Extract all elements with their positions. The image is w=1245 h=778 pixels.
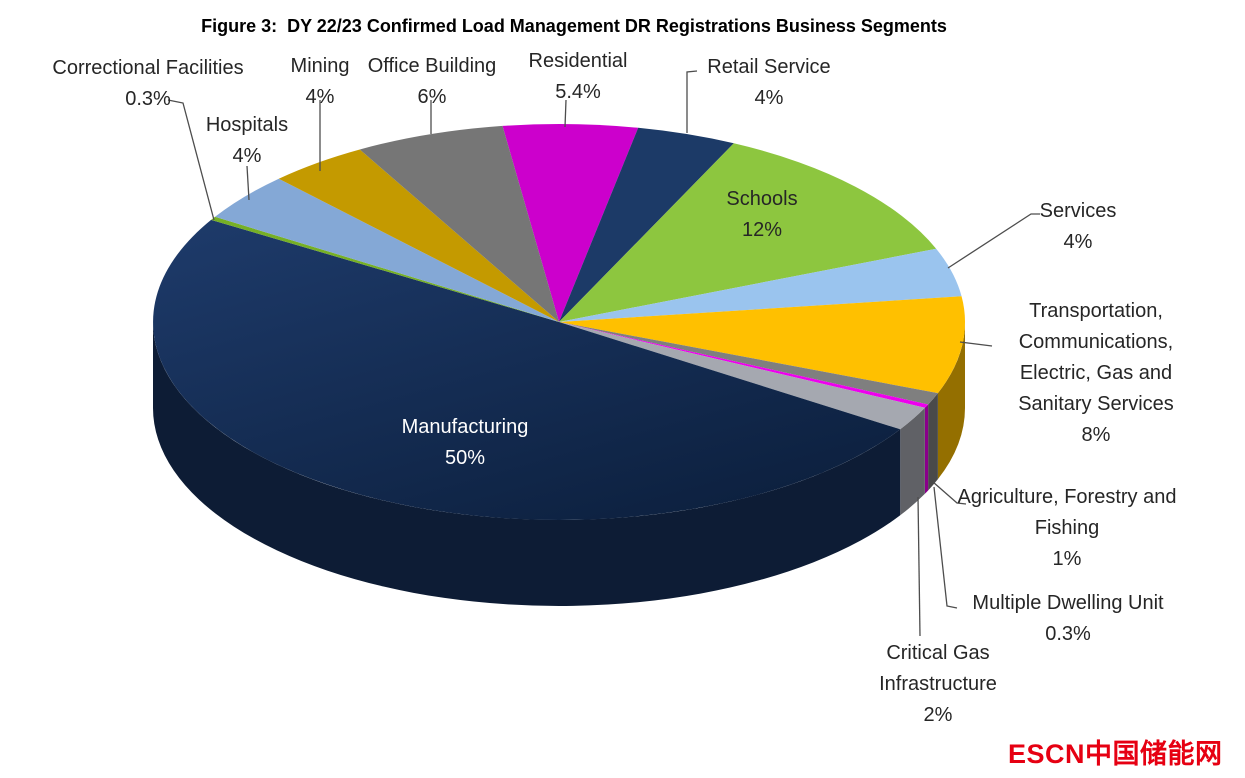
slice-label-correctional-facilities: Correctional Facilities 0.3%	[17, 53, 279, 115]
pie-slice-critical-gas	[559, 322, 925, 430]
leader-line-residential	[564, 99, 567, 128]
pie-slice-wall-critical-gas	[900, 407, 925, 516]
slice-label-residential: Residential 5.4%	[493, 46, 663, 108]
leader-line-retail-service	[686, 70, 698, 133]
pie-slice-residential	[502, 124, 639, 322]
slice-label-percent: 4%	[305, 86, 335, 108]
slice-label-transportation: Transportation, Communications, Electric…	[996, 296, 1196, 451]
slice-label-mining: Mining 4%	[260, 51, 380, 113]
leader-line-agriculture	[932, 481, 967, 505]
pie-slice-multiple-dwelling-unit	[559, 322, 929, 408]
pie-slice-transportation	[559, 296, 966, 394]
leader-line-services	[947, 213, 1040, 269]
slice-label-hospitals: Hospitals 4%	[177, 110, 317, 172]
slice-label-name: Hospitals	[205, 114, 289, 136]
slice-label-percent: 0.3%	[1045, 623, 1091, 645]
slice-label-agriculture: Agriculture, Forestry and Fishing 1%	[955, 482, 1179, 575]
slice-label-name: Retail Service	[707, 56, 831, 78]
pie-slice-wall-transportation	[937, 322, 965, 480]
slice-label-percent: 12%	[741, 219, 783, 241]
slice-label-name: Manufacturing	[401, 416, 529, 438]
pie-slice-wall-multiple-dwelling-unit	[924, 404, 929, 494]
watermark-escn: ESCN中国储能网	[1008, 739, 1223, 769]
leader-line-hospitals	[246, 165, 250, 201]
leader-line-critical-gas	[917, 496, 921, 637]
leader-line-multiple-dwelling-unit	[933, 486, 958, 609]
slice-label-name: Mining	[290, 55, 350, 77]
slice-label-name: Multiple Dwelling Unit	[972, 592, 1164, 614]
slice-label-name: Transportation, Communications, Electric…	[1018, 300, 1174, 415]
pie-slice-hospitals	[215, 178, 559, 322]
pie-slice-schools	[559, 143, 937, 322]
slice-label-manufacturing: Manufacturing 50%	[350, 412, 580, 474]
pie-slice-correctional-facilities	[211, 216, 559, 322]
slice-label-percent: 2%	[923, 704, 953, 726]
slice-label-name: Residential	[528, 50, 628, 72]
slice-label-retail-service: Retail Service 4%	[664, 52, 874, 114]
slice-label-name: Office Building	[367, 55, 497, 77]
slice-label-percent: 4%	[232, 145, 262, 167]
figure-title: Figure 3: DY 22/23 Confirmed Load Manage…	[201, 16, 947, 36]
slice-label-percent: 0.3%	[125, 88, 171, 110]
slice-label-services: Services 4%	[1003, 196, 1153, 258]
slice-label-percent: 50%	[444, 447, 486, 469]
pie-slice-services	[559, 248, 962, 322]
slice-label-percent: 6%	[417, 86, 447, 108]
slice-label-office-building: Office Building 6%	[342, 51, 522, 113]
slice-label-percent: 4%	[754, 87, 784, 109]
slice-label-name: Services	[1039, 200, 1117, 222]
slice-label-schools: Schools 12%	[687, 184, 837, 246]
slice-label-name: Correctional Facilities	[52, 57, 244, 79]
pie-slice-mining	[278, 149, 559, 322]
slice-label-percent: 1%	[1052, 548, 1082, 570]
pie-slice-agriculture	[559, 322, 938, 405]
slice-label-percent: 4%	[1063, 231, 1093, 253]
slice-label-name: Schools	[726, 188, 798, 210]
slice-label-critical-gas: Critical Gas Infrastructure 2%	[858, 638, 1018, 731]
slice-label-percent: 8%	[1081, 424, 1111, 446]
pie-slice-office-building	[359, 125, 559, 323]
pie-slice-retail-service	[559, 127, 734, 322]
leader-line-transportation	[959, 341, 993, 347]
slice-label-name: Agriculture, Forestry and Fishing	[957, 486, 1177, 539]
slice-label-name: Critical Gas Infrastructure	[879, 642, 997, 695]
slice-label-multiple-dwelling-unit: Multiple Dwelling Unit 0.3%	[938, 588, 1198, 650]
pie-slice-manufacturing	[153, 219, 901, 520]
slice-label-percent: 5.4%	[555, 81, 601, 103]
pie-slice-wall-manufacturing	[153, 322, 901, 606]
pie-slice-wall-agriculture	[928, 393, 938, 491]
leader-line-correctional-facilities	[167, 99, 215, 221]
